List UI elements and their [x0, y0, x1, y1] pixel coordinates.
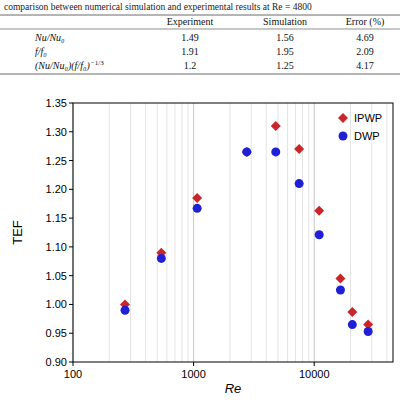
x-tick: [193, 362, 194, 366]
y-tick: [69, 304, 73, 305]
row-label-sup: −1/3: [91, 59, 104, 67]
minor-grid-line: [174, 103, 175, 362]
table-cell: 1.25: [276, 60, 294, 71]
grid-line: [314, 103, 315, 362]
grid-line: [193, 103, 194, 362]
minor-grid-line: [386, 103, 387, 362]
point: [314, 206, 324, 216]
minor-grid-line: [181, 103, 182, 362]
minor-grid-line: [229, 103, 230, 362]
point: [347, 307, 357, 317]
table-cell: 4.17: [356, 60, 374, 71]
row-label: Nu/Nu₀: [34, 32, 65, 43]
y-tick: [69, 333, 73, 334]
x-tick-label: 1000: [181, 368, 205, 380]
row-label: (Nu/Nu₀)(f/f₀): [35, 60, 90, 72]
table-cell: 1.2: [184, 60, 197, 71]
minor-grid-line: [157, 103, 158, 362]
legend-label: DWP: [354, 130, 380, 142]
points: [120, 121, 373, 336]
y-tick: [69, 103, 73, 104]
row-label: f/f₀: [35, 46, 47, 57]
minor-grid-line: [287, 103, 288, 362]
minor-grid-line: [130, 103, 131, 362]
point: [348, 320, 357, 329]
legend-marker: [339, 132, 348, 141]
y-tick: [69, 189, 73, 190]
minor-grid-line: [109, 103, 110, 362]
figure: comparison between numerical simulation …: [0, 0, 400, 400]
point: [295, 179, 304, 188]
minor-grid-line: [308, 103, 309, 362]
column-header: Simulation: [263, 16, 307, 27]
y-tick: [69, 362, 73, 363]
column-header: Error (%): [346, 16, 385, 28]
minor-grid-line: [266, 103, 267, 362]
page: comparison between numerical simulation …: [0, 0, 400, 400]
x-axis-label: Re: [225, 381, 242, 396]
x-tick: [314, 362, 315, 366]
y-tick-label: 1.20: [46, 183, 67, 195]
point: [121, 306, 130, 315]
y-tick: [69, 246, 73, 247]
plot-frame: [73, 103, 393, 362]
point: [242, 147, 251, 156]
table-cell: 4.69: [356, 32, 374, 43]
y-tick: [69, 218, 73, 219]
x-tick-label: 10000: [299, 368, 330, 380]
y-tick-label: 1.00: [46, 298, 67, 310]
minor-grid-line: [295, 103, 296, 362]
y-tick-label: 0.90: [46, 356, 67, 368]
y-axis-label: TEF: [10, 220, 25, 245]
point: [193, 204, 202, 213]
legend-marker: [338, 113, 348, 123]
minor-grid-line: [251, 103, 252, 362]
y-tick-label: 1.15: [46, 212, 67, 224]
legend-label: IPWP: [354, 112, 382, 124]
y-tick-label: 0.95: [46, 327, 67, 339]
y-tick: [69, 131, 73, 132]
point: [271, 147, 280, 156]
y-tick-label: 1.10: [46, 241, 67, 253]
point: [271, 121, 281, 131]
minor-grid-line: [188, 103, 189, 362]
point: [294, 144, 304, 154]
table-cell: 1.56: [276, 32, 294, 43]
x-tick-label: 100: [64, 368, 82, 380]
x-tick: [73, 362, 74, 366]
column-header: Experiment: [167, 16, 214, 27]
minor-grid-line: [145, 103, 146, 362]
y-tick-label: 1.25: [46, 155, 67, 167]
point: [192, 193, 202, 203]
y-tick-label: 1.05: [46, 270, 67, 282]
minor-grid-line: [166, 103, 167, 362]
table-rule: [0, 74, 400, 75]
point: [157, 254, 166, 263]
y-tick-label: 1.35: [46, 97, 67, 109]
point: [336, 286, 345, 295]
minor-grid-line: [277, 103, 278, 362]
point: [315, 230, 324, 239]
point: [364, 327, 373, 336]
point: [335, 274, 345, 284]
table-rule: [0, 29, 400, 30]
table-cell: 1.49: [181, 32, 199, 43]
caption: comparison between numerical simulation …: [4, 2, 312, 12]
point: [242, 147, 252, 157]
minor-grid-line: [302, 103, 303, 362]
y-tick-label: 1.30: [46, 126, 67, 138]
table-cell: 1.95: [276, 46, 294, 57]
table-cell: 2.09: [356, 46, 374, 57]
table-cell: 1.91: [181, 46, 199, 57]
y-tick: [69, 275, 73, 276]
y-tick: [69, 160, 73, 161]
